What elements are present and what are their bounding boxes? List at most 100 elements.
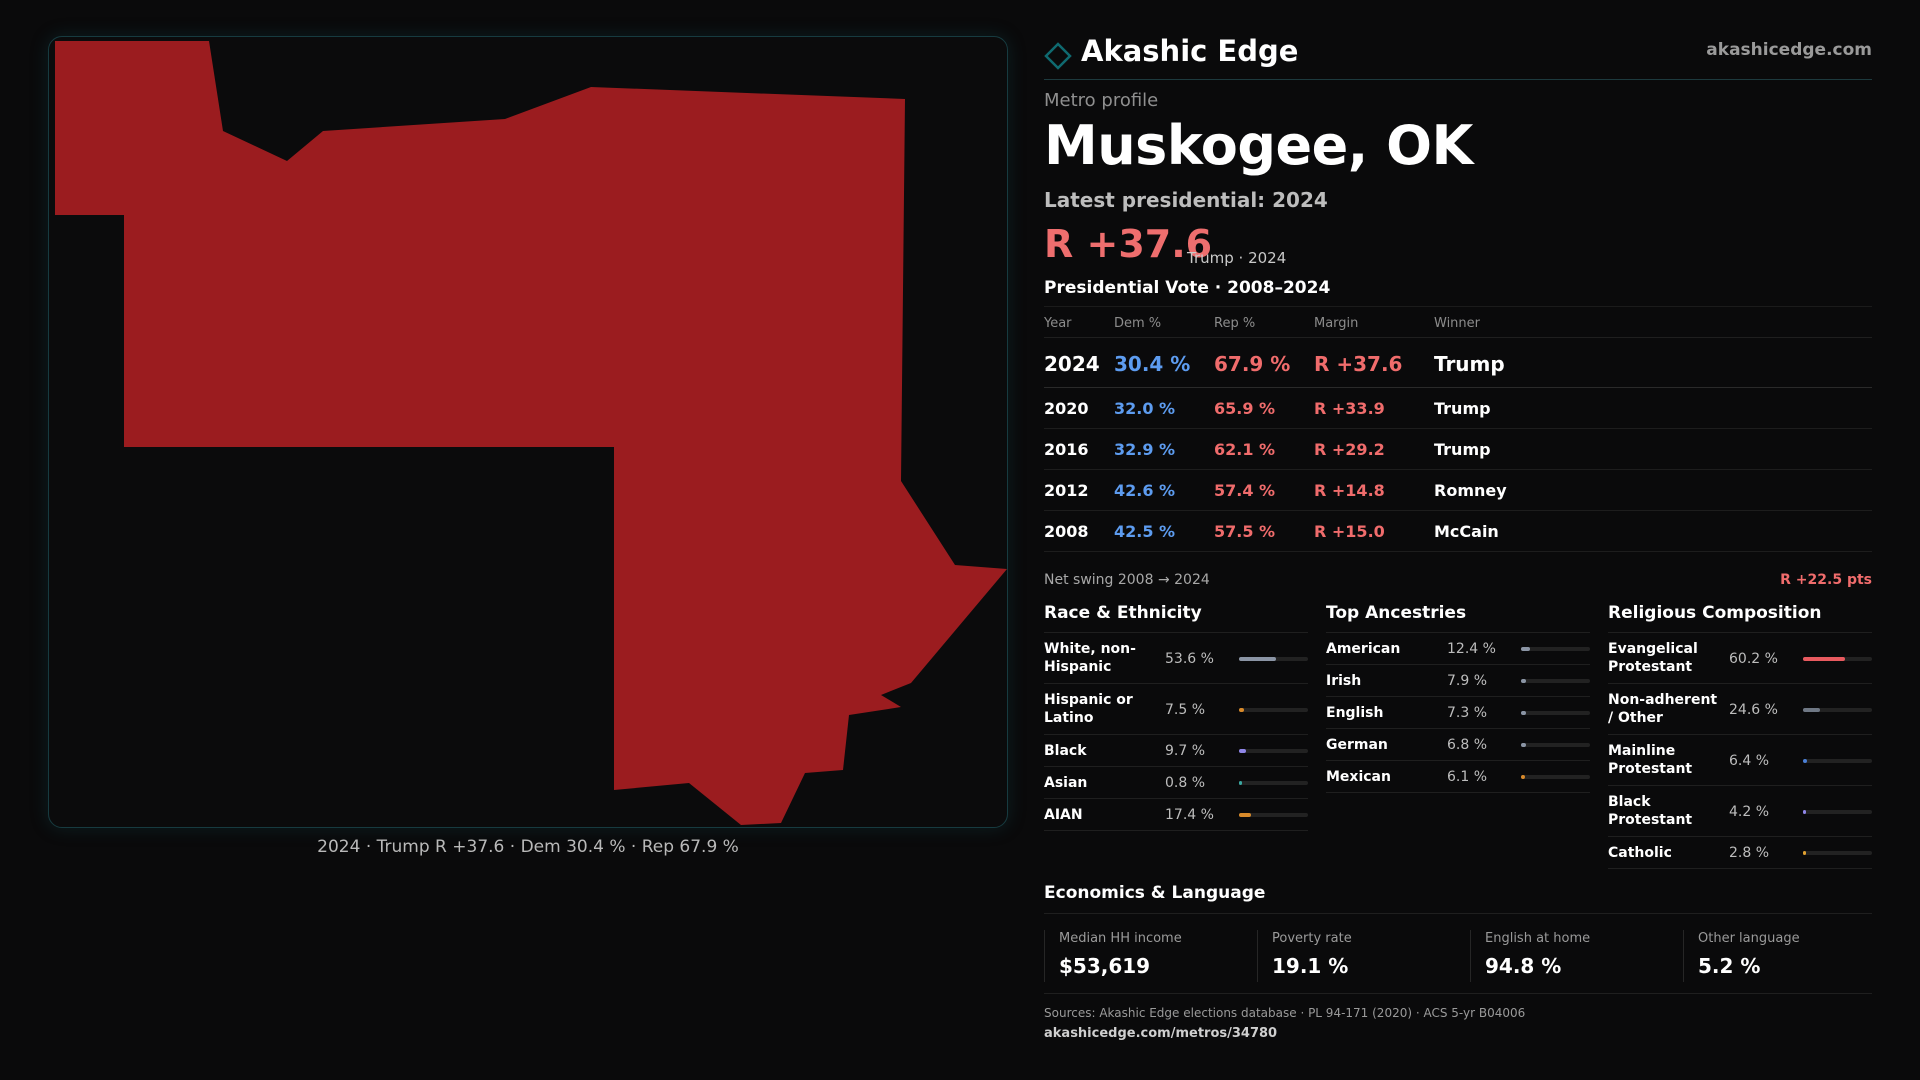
sources-note: Sources: Akashic Edge elections database…	[1044, 1006, 1526, 1020]
stat-bar-fill	[1239, 656, 1276, 661]
stat-bar-track	[1803, 758, 1872, 763]
economics-title: Economics & Language	[1044, 883, 1266, 903]
row-winner: McCain	[1434, 522, 1499, 541]
stat-percent: 6.8 %	[1447, 737, 1488, 753]
stat-bar-fill	[1521, 679, 1527, 683]
row-dem: 42.6 %	[1114, 481, 1176, 500]
stat-row: English 7.3 %	[1326, 697, 1590, 729]
stat-percent: 7.3 %	[1447, 705, 1488, 721]
stat-percent: 9.7 %	[1165, 743, 1206, 759]
stat-bar-fill	[1239, 749, 1246, 753]
stat-row: Asian 0.8 %	[1044, 767, 1308, 799]
stat-bar-track	[1521, 743, 1590, 747]
stat-bar-track	[1803, 809, 1872, 814]
econ-label: Median HH income	[1059, 931, 1182, 946]
stat-label: Non-adherent / Other	[1608, 692, 1718, 726]
econ-other-language: Other language 5.2 %	[1683, 930, 1890, 982]
top-ancestries-title: Top Ancestries	[1326, 603, 1590, 633]
diamond-logo-icon	[1044, 42, 1072, 70]
table-row: 2024 30.4 % 67.9 % R +37.6 Trump	[1044, 338, 1872, 388]
row-rep: 57.4 %	[1214, 481, 1276, 500]
map-panel[interactable]	[48, 36, 1008, 828]
religious-composition-title: Religious Composition	[1608, 603, 1872, 633]
row-margin: R +15.0	[1314, 522, 1385, 541]
map-caption: 2024 · Trump R +37.6 · Dem 30.4 % · Rep …	[317, 837, 739, 857]
stat-row: German 6.8 %	[1326, 729, 1590, 761]
metro-page-link[interactable]: akashicedge.com/metros/34780	[1044, 1026, 1278, 1041]
econ-poverty-rate: Poverty rate 19.1 %	[1257, 930, 1464, 982]
stat-percent: 0.8 %	[1165, 775, 1206, 791]
stat-percent: 12.4 %	[1447, 641, 1496, 657]
row-winner: Trump	[1434, 399, 1491, 418]
row-year: 2012	[1044, 481, 1089, 500]
stat-bar-track	[1521, 647, 1590, 651]
stat-percent: 7.9 %	[1447, 673, 1488, 689]
stat-row: Catholic 2.8 %	[1608, 837, 1872, 869]
stat-bar-track	[1803, 851, 1872, 855]
stat-percent: 53.6 %	[1165, 650, 1214, 667]
stat-percent: 2.8 %	[1729, 845, 1770, 861]
stat-row: White, non-Hispanic 53.6 %	[1044, 633, 1308, 684]
stat-label: AIAN	[1044, 807, 1083, 823]
county-shape[interactable]	[55, 41, 1007, 825]
stat-percent: 60.2 %	[1729, 650, 1778, 667]
stat-row: Mainline Protestant 6.4 %	[1608, 735, 1872, 786]
net-swing-label: Net swing 2008 → 2024	[1044, 572, 1210, 588]
stat-bar-fill	[1521, 711, 1527, 715]
race-ethnicity-title: Race & Ethnicity	[1044, 603, 1308, 633]
row-margin: R +29.2	[1314, 440, 1385, 459]
row-year: 2016	[1044, 440, 1089, 459]
stat-bar-fill	[1521, 743, 1526, 747]
row-dem: 32.9 %	[1114, 440, 1176, 459]
row-rep: 67.9 %	[1214, 352, 1291, 376]
row-margin: R +33.9	[1314, 399, 1385, 418]
stat-label: Catholic	[1608, 845, 1672, 861]
divider	[1044, 993, 1872, 994]
header-dem: Dem %	[1114, 316, 1162, 331]
stat-label: Evangelical Protestant	[1608, 641, 1698, 675]
row-rep: 57.5 %	[1214, 522, 1276, 541]
stat-label: Asian	[1044, 775, 1088, 791]
stat-row: Black Protestant 4.2 %	[1608, 786, 1872, 837]
stat-bar-track	[1239, 781, 1308, 785]
stat-label: Irish	[1326, 673, 1362, 689]
econ-label: Other language	[1698, 931, 1800, 946]
row-winner: Romney	[1434, 481, 1507, 500]
stat-label: Black	[1044, 743, 1087, 759]
stat-bar-fill	[1803, 809, 1806, 814]
econ-english-at-home: English at home 94.8 %	[1470, 930, 1677, 982]
stat-bar-track	[1521, 679, 1590, 683]
stat-bar-track	[1803, 707, 1872, 712]
stat-bar-fill	[1803, 656, 1845, 661]
header-year: Year	[1044, 316, 1072, 331]
brand-name: Akashic Edge	[1081, 34, 1299, 68]
presidential-vote-title: Presidential Vote · 2008–2024	[1044, 278, 1331, 298]
stat-row: Non-adherent / Other 24.6 %	[1608, 684, 1872, 735]
latest-winner-year: Trump · 2024	[1187, 249, 1287, 267]
stat-label: Hispanic or Latino	[1044, 692, 1133, 726]
stat-percent: 24.6 %	[1729, 701, 1778, 718]
table-row: 2020 32.0 % 65.9 % R +33.9 Trump	[1044, 388, 1872, 429]
county-map[interactable]	[49, 37, 1008, 828]
econ-value: $53,619	[1059, 954, 1151, 978]
stat-row: Mexican 6.1 %	[1326, 761, 1590, 793]
row-year: 2008	[1044, 522, 1089, 541]
econ-value: 94.8 %	[1485, 954, 1562, 978]
row-year: 2024	[1044, 352, 1100, 376]
stat-row: Hispanic or Latino 7.5 %	[1044, 684, 1308, 735]
row-winner: Trump	[1434, 352, 1505, 376]
stat-label: Black Protestant	[1608, 794, 1693, 828]
stat-label: Mainline Protestant	[1608, 743, 1693, 777]
stat-bar-fill	[1239, 781, 1242, 785]
header-margin: Margin	[1314, 316, 1359, 331]
brand-link[interactable]: akashicedge.com	[1706, 40, 1872, 60]
row-dem: 42.5 %	[1114, 522, 1176, 541]
stat-bar-fill	[1239, 707, 1245, 712]
header-rep: Rep %	[1214, 316, 1256, 331]
table-header: Year Dem % Rep % Margin Winner	[1044, 306, 1872, 338]
stat-row: Black 9.7 %	[1044, 735, 1308, 767]
row-winner: Trump	[1434, 440, 1491, 459]
stat-bar-track	[1239, 656, 1308, 661]
row-dem: 32.0 %	[1114, 399, 1176, 418]
header-winner: Winner	[1434, 316, 1481, 331]
